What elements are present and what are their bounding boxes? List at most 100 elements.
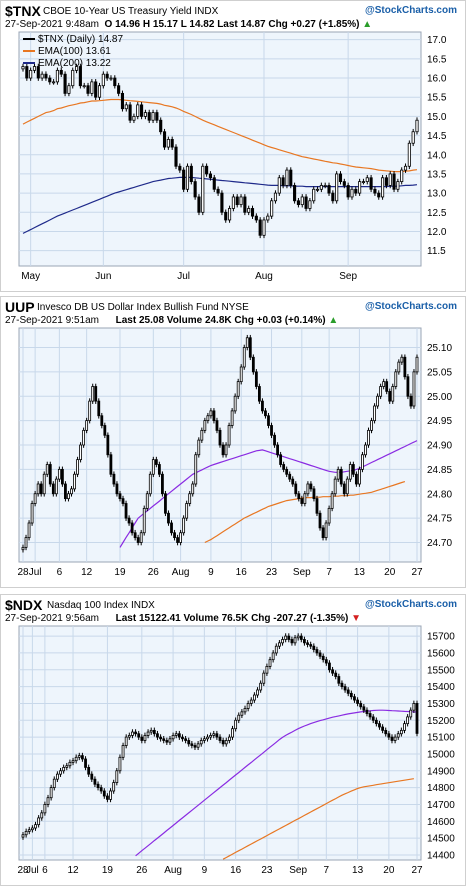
candle-body	[46, 797, 50, 805]
candle-body	[296, 200, 300, 206]
candle-body	[82, 85, 86, 88]
y-tick-label: 14600	[427, 817, 455, 828]
x-tick-label: 19	[114, 567, 126, 578]
candle-body	[334, 672, 338, 677]
candle-body	[376, 395, 380, 407]
candle-body	[233, 395, 237, 412]
candle-body	[55, 69, 59, 83]
x-tick-label: 9	[208, 567, 214, 578]
candle-body	[359, 703, 363, 708]
y-tick-label: 14900	[427, 766, 455, 777]
candle-body	[157, 464, 161, 475]
candle-body	[174, 733, 178, 736]
candle-body	[182, 517, 186, 534]
candle-body	[115, 483, 119, 495]
candle-body	[184, 738, 188, 741]
x-tick-label: 13	[354, 567, 366, 578]
candle-body	[34, 824, 37, 829]
x-tick-label: 16	[230, 865, 242, 876]
candle-body	[209, 410, 213, 417]
x-tick-label: 20	[384, 567, 396, 578]
candle-body	[155, 112, 159, 121]
candle-body	[94, 386, 98, 402]
candle-body	[71, 760, 75, 763]
candle-body	[262, 672, 266, 684]
candle-body	[162, 131, 167, 148]
uup-brand[interactable]: @StockCharts.com	[365, 301, 457, 312]
candle-body	[194, 454, 198, 485]
candle-body	[371, 716, 375, 721]
candle-body	[240, 711, 244, 716]
uup-symbol: UUP	[5, 299, 35, 315]
candle-body	[170, 522, 173, 534]
y-tick-label: 15.5	[427, 93, 447, 104]
candle-body	[294, 483, 298, 495]
x-tick-label: 6	[57, 567, 63, 578]
candle-body	[48, 77, 52, 83]
candle-body	[206, 736, 209, 740]
candle-body	[100, 415, 104, 426]
candle-body	[133, 532, 137, 539]
candle-body	[300, 196, 304, 206]
tnx-brand[interactable]: @StockCharts.com	[365, 5, 457, 16]
y-tick-label: 24.80	[427, 489, 452, 500]
candle-body	[139, 532, 143, 543]
candle-body	[227, 736, 231, 741]
y-tick-label: 25.00	[427, 392, 452, 403]
uup-chart: 24.70 24.75 24.80 24.85 24.90 24.95 25.00 25.05…	[17, 327, 452, 578]
candle-body	[262, 219, 266, 236]
candle-body	[140, 736, 144, 741]
candle-body	[373, 188, 377, 194]
candle-body	[106, 434, 110, 456]
tnx-name: CBOE 10-Year US Treasury Yield INDX	[43, 6, 219, 17]
candle-body	[279, 454, 283, 465]
x-tick-label: Jul	[177, 271, 190, 282]
candle-body	[52, 81, 56, 84]
candle-body	[346, 185, 350, 198]
candle-body	[178, 165, 182, 171]
candle-body	[319, 185, 323, 190]
candle-body	[142, 507, 146, 534]
candle-body	[176, 537, 179, 543]
candle-body	[115, 770, 119, 783]
candle-body	[407, 142, 411, 167]
candle-body	[52, 778, 56, 789]
x-tick-label: 20	[383, 865, 395, 876]
y-tick-label: 25.05	[427, 367, 452, 378]
candle-body	[379, 386, 383, 397]
candle-body	[127, 517, 131, 524]
candle-body	[236, 381, 240, 397]
y-tick-label: 15000	[427, 749, 455, 760]
y-tick-label: 24.90	[427, 441, 452, 452]
candle-body	[37, 817, 41, 826]
x-tick-label: 12	[67, 865, 79, 876]
candle-body	[415, 703, 419, 734]
candle-body	[27, 829, 31, 832]
candle-body	[271, 652, 275, 661]
x-tick-label: Jul	[29, 567, 42, 578]
candle-body	[131, 731, 134, 736]
candle-body	[203, 420, 207, 431]
candle-body	[76, 459, 79, 475]
tnx-chart: 11.5 12.0 12.5 13.0 13.5 14.0 14.5 15.0 15.5 16.0…	[18, 31, 447, 282]
candle-body	[242, 347, 246, 368]
candle-body	[109, 790, 112, 800]
candle-body	[333, 478, 337, 495]
candle-body	[343, 686, 347, 691]
ndx-chart-panel: $NDX Nasdaq 100 Index INDX @StockCharts.…	[0, 594, 466, 886]
candle-body	[36, 483, 40, 495]
candle-body	[264, 410, 267, 417]
candle-body	[143, 112, 147, 117]
candle-body	[349, 692, 353, 698]
candle-body	[43, 804, 47, 814]
candle-body	[324, 659, 328, 664]
ndx-brand[interactable]: @StockCharts.com	[365, 599, 457, 610]
candle-body	[293, 637, 297, 644]
candle-body	[285, 468, 289, 475]
candle-body	[350, 188, 354, 198]
x-tick-label: Sep	[289, 865, 307, 876]
candle-body	[309, 644, 313, 647]
candle-body	[368, 713, 372, 718]
candle-body	[231, 196, 235, 209]
candle-body	[148, 473, 152, 495]
